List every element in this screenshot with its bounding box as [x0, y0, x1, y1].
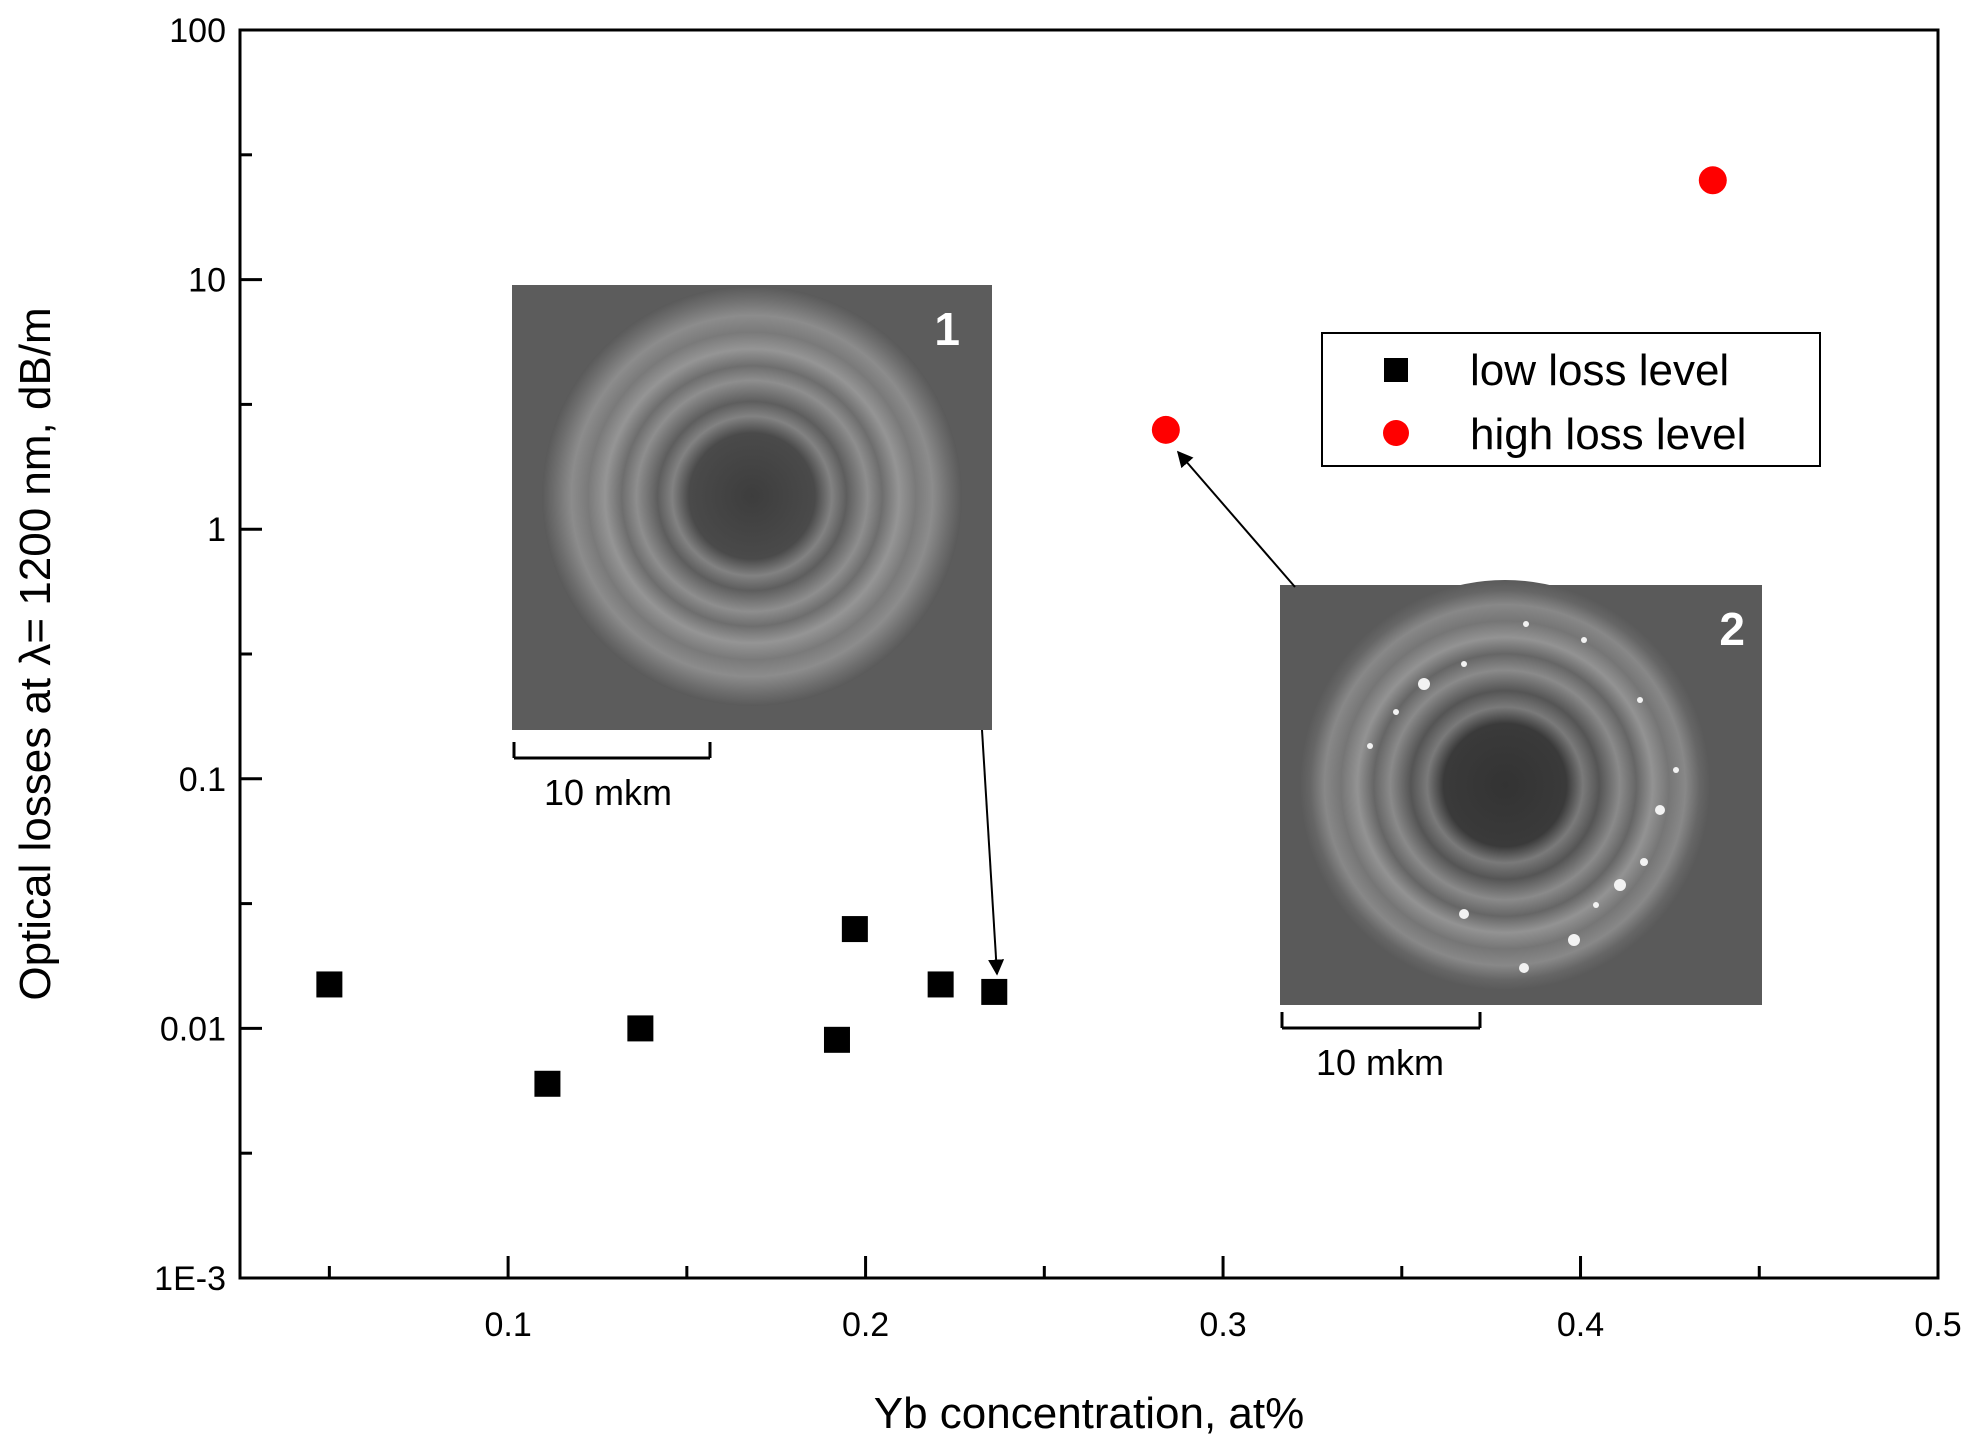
x-tick-label: 0.4: [1557, 1306, 1604, 1344]
y-axis: 1E-3 0.01 0.1 1 10 100: [154, 12, 262, 1298]
y-axis-title: Optical losses at λ= 1200 nm, dB/m: [11, 307, 60, 1000]
x-axis-title: Yb concentration, at%: [874, 1389, 1304, 1438]
x-tick-label: 0.1: [484, 1306, 531, 1344]
legend-label-high-loss: high loss level: [1470, 410, 1746, 459]
inset-1-ring-pattern: [542, 286, 962, 706]
y-tick-label: 100: [169, 12, 226, 50]
inset-image-2: 2 10 mkm: [1280, 580, 1762, 1083]
data-point-high-loss: [1151, 415, 1180, 444]
data-points: [316, 166, 1727, 1097]
inset-2-number: 2: [1719, 603, 1745, 655]
inset-2-ring-pattern: [1300, 580, 1710, 990]
legend-marker-high-loss: [1383, 420, 1409, 446]
x-tick-label: 0.3: [1199, 1306, 1246, 1344]
y-tick-label: 0.01: [160, 1010, 226, 1048]
y-tick-label: 10: [188, 262, 226, 300]
legend: low loss level high loss level: [1321, 332, 1821, 467]
inset-2-scale-bar: [1280, 1012, 1482, 1030]
data-point-high-loss: [1698, 166, 1727, 195]
inset-1-arrow: [981, 729, 1005, 976]
data-point-low-loss: [316, 971, 343, 998]
x-axis: 0.1 0.2 0.3 0.4 0.5: [327, 1256, 1962, 1344]
inset-1-number: 1: [934, 303, 960, 355]
x-tick-label: 0.2: [842, 1306, 889, 1344]
inset-2-scale-label: 10 mkm: [1316, 1042, 1444, 1083]
data-point-low-loss: [627, 1015, 654, 1042]
data-point-low-loss: [841, 916, 868, 943]
inset-1-scale-label: 10 mkm: [544, 772, 672, 813]
y-tick-label: 1: [207, 511, 226, 549]
data-point-low-loss: [981, 978, 1008, 1005]
data-point-low-loss: [534, 1070, 561, 1097]
legend-box: [1321, 332, 1821, 467]
y-tick-label: 0.1: [179, 761, 226, 799]
inset-2-arrow: [1176, 450, 1296, 588]
y-tick-label: 1E-3: [154, 1260, 226, 1298]
x-tick-label: 0.5: [1914, 1306, 1961, 1344]
data-point-low-loss: [823, 1026, 850, 1053]
inset-2-bright-spots: [1367, 621, 1679, 973]
inset-1-scale-bar: [512, 742, 712, 760]
legend-marker-low-loss: [1384, 358, 1408, 382]
inset-image-1: 1 10 mkm: [512, 285, 992, 813]
data-point-low-loss: [927, 971, 954, 998]
legend-label-low-loss: low loss level: [1470, 346, 1729, 395]
